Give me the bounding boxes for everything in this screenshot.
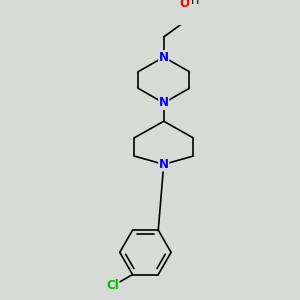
Text: O: O bbox=[179, 0, 189, 11]
Text: N: N bbox=[159, 158, 169, 171]
Text: N: N bbox=[159, 51, 169, 64]
Text: N: N bbox=[159, 96, 169, 110]
Text: Cl: Cl bbox=[106, 279, 119, 292]
Text: H: H bbox=[191, 0, 200, 6]
